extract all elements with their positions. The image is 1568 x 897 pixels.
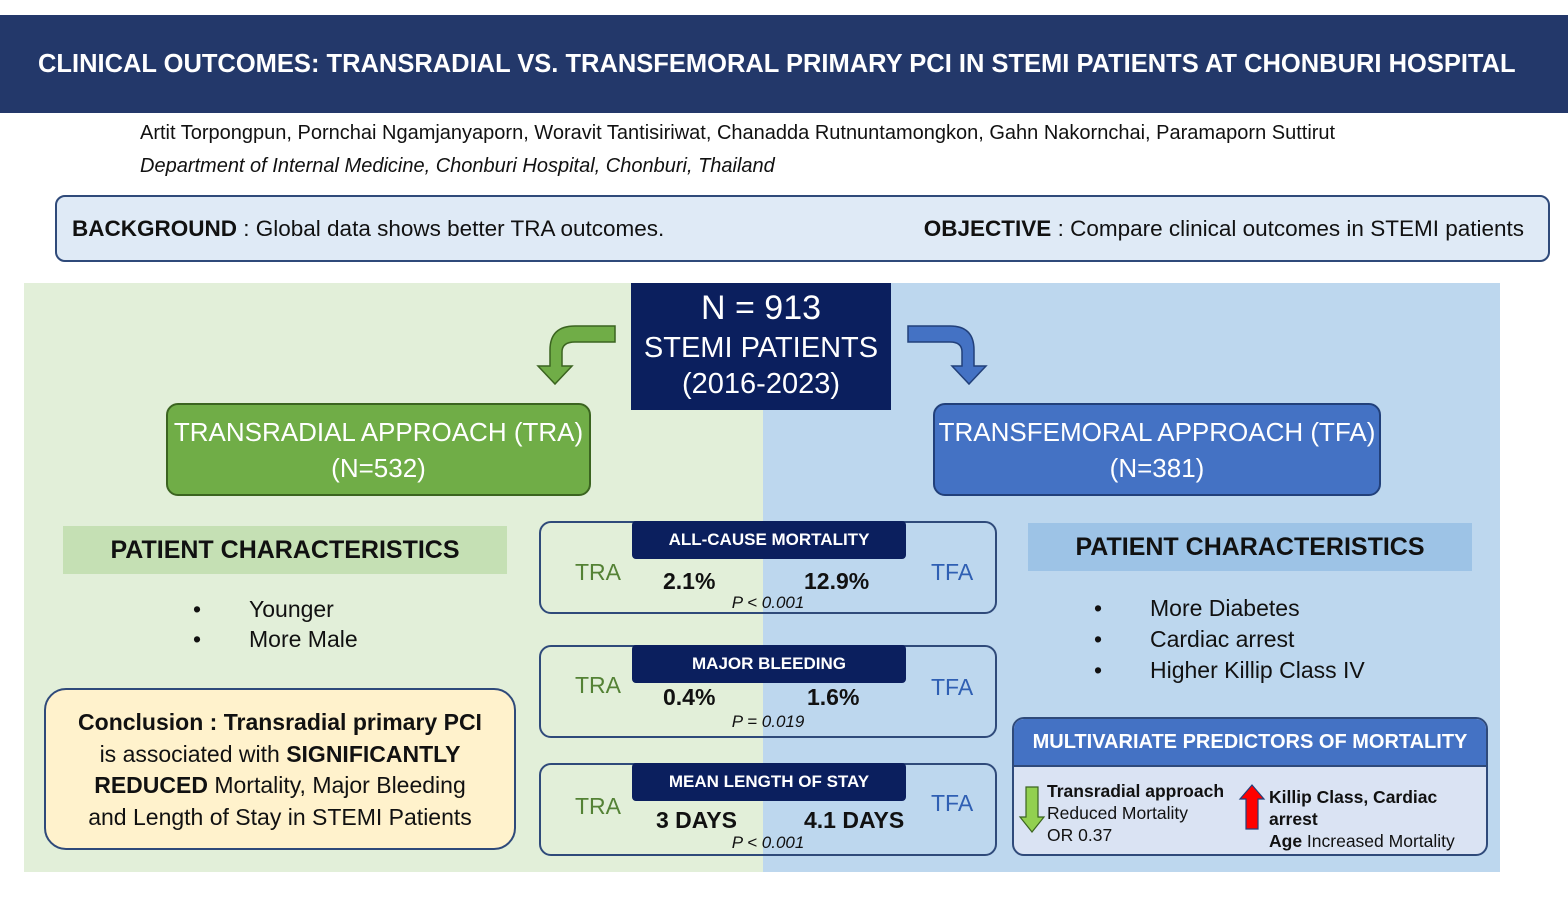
arrow-left-icon <box>536 325 616 386</box>
conclusion-box: Conclusion : Transradial primary PCI is … <box>44 688 516 850</box>
list-item: • Younger <box>193 596 334 622</box>
tra-group-box: TRANSRADIAL APPROACH (TRA) (N=532) <box>166 403 591 496</box>
total-patients-box: N = 913 STEMI PATIENTS (2016-2023) <box>631 283 891 410</box>
p-value: P < 0.001 <box>731 593 805 612</box>
tfa-group-box: TRANSFEMORAL APPROACH (TFA) (N=381) <box>933 403 1381 496</box>
list-item: • More Diabetes <box>1094 595 1300 621</box>
arrow-up-icon <box>1238 784 1266 830</box>
objective: OBJECTIVE : Compare clinical outcomes in… <box>923 215 1524 241</box>
affiliation: Department of Internal Medicine, Chonbur… <box>140 155 775 177</box>
outcome-length-of-stay: MEAN LENGTH OF STAY TRA TFA 3 DAYS 4.1 D… <box>539 763 997 856</box>
tra-predictor: Transradial approach Reduced Mortality OR … <box>1047 781 1225 845</box>
increased-mortality-predictors: Killip Class, Cardiac arrest Age Increase… <box>1269 787 1455 851</box>
outcome-mortality: ALL-CAUSE MORTALITY TRA TFA 2.1% 12.9% P… <box>539 521 997 614</box>
list-item: • Higher Killip Class IV <box>1094 657 1365 683</box>
p-value: P < 0.001 <box>731 833 805 852</box>
arrow-down-icon <box>1018 786 1046 833</box>
outcome-bleeding: MAJOR BLEEDING TRA TFA 0.4% 1.6% P = 0.0… <box>539 645 997 738</box>
p-value: P = 0.019 <box>731 712 805 731</box>
list-item: • More Male <box>193 626 358 652</box>
background-objective-box: BACKGROUND : Global data shows better TR… <box>55 195 1550 262</box>
tra-characteristics-list: • Younger • More Male <box>193 594 358 654</box>
background: BACKGROUND : Global data shows better TR… <box>72 215 665 241</box>
multivariate-box: MULTIVARIATE PREDICTORS OF MORTALITY Tra… <box>1012 717 1488 856</box>
tra-characteristics-title: PATIENT CHARACTERISTICS <box>63 526 507 574</box>
arrow-right-icon <box>907 325 988 386</box>
tfa-characteristics-title: PATIENT CHARACTERISTICS <box>1028 523 1472 571</box>
authors: Artit Torpongpun, Pornchai Ngamjanyaporn… <box>140 122 1336 144</box>
poster-title: CLINICAL OUTCOMES: TRANSRADIAL VS. TRANS… <box>0 15 1568 113</box>
list-item: • Cardiac arrest <box>1094 626 1295 652</box>
tfa-characteristics-list: • More Diabetes • Cardiac arrest • Higher K… <box>1094 593 1365 686</box>
